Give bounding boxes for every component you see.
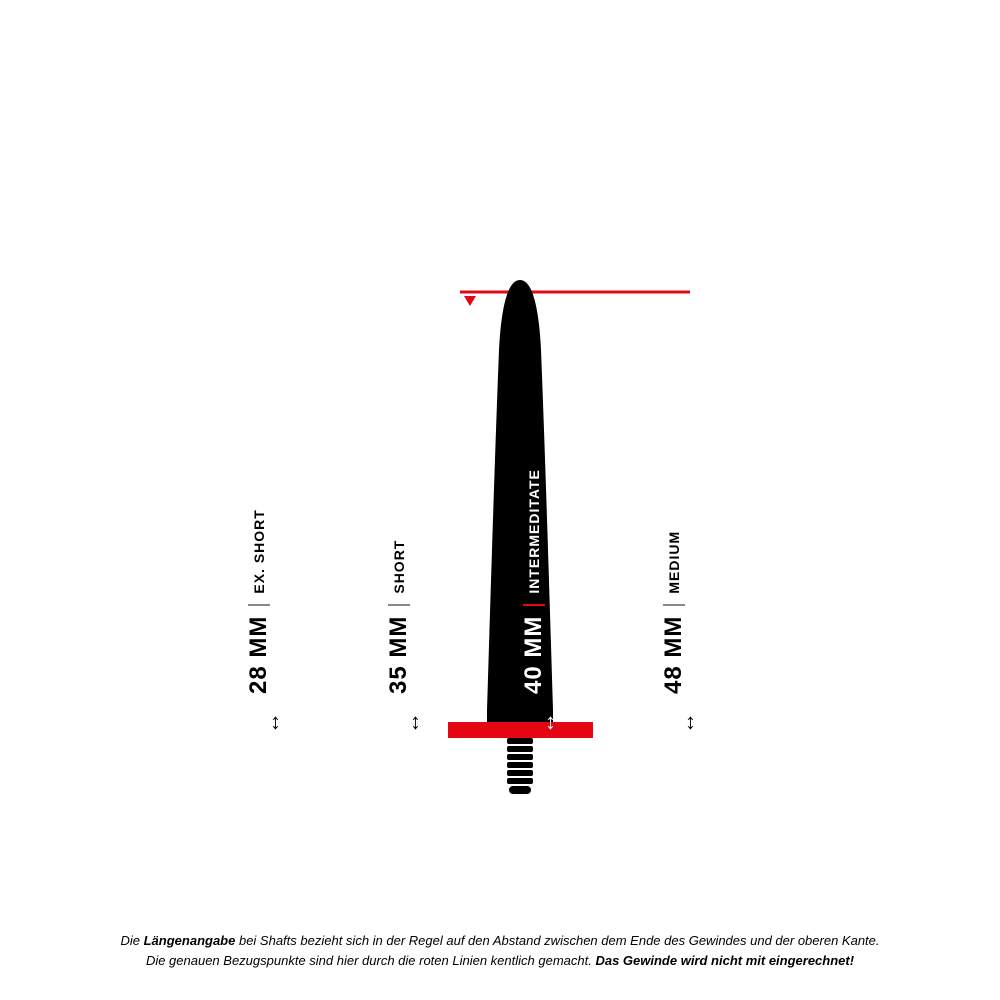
arrow-icon: ↔ [534, 712, 560, 734]
footer-bold: Das Gewinde wird nicht mit eingerechnet! [595, 953, 854, 968]
arrow-icon: ↔ [399, 712, 425, 734]
size-name-label: SHORT [391, 540, 407, 594]
size-separator [248, 604, 270, 606]
shaft-size-diagram: ↔ 28 MM EX. SHORT ↔ 35 MM SHORT ↔ 40 MM … [0, 280, 1000, 880]
footer-bold: Längenangabe [144, 933, 236, 948]
footer-text: Die [120, 933, 143, 948]
size-mm-value: 48 MM [660, 616, 688, 694]
size-name-label: EX. SHORT [251, 509, 267, 593]
arrow-icon: ↔ [674, 712, 700, 734]
size-separator [388, 604, 410, 606]
footer-text: bei Shafts bezieht sich in der Regel auf… [235, 933, 879, 948]
size-name-label: MEDIUM [666, 531, 682, 594]
size-mm-value: 28 MM [245, 616, 273, 694]
red-base-line [448, 722, 593, 738]
size-mm-value: 40 MM [520, 616, 548, 694]
arrow-icon: ↔ [259, 712, 285, 734]
size-separator [663, 604, 685, 606]
size-mm-value: 35 MM [385, 616, 413, 694]
size-separator [523, 604, 545, 606]
size-name-label: INTERMEDITATE [526, 469, 542, 593]
footer-note: Die Längenangabe bei Shafts bezieht sich… [0, 931, 1000, 970]
footer-text: Die genauen Bezugspunkte sind hier durch… [146, 953, 596, 968]
